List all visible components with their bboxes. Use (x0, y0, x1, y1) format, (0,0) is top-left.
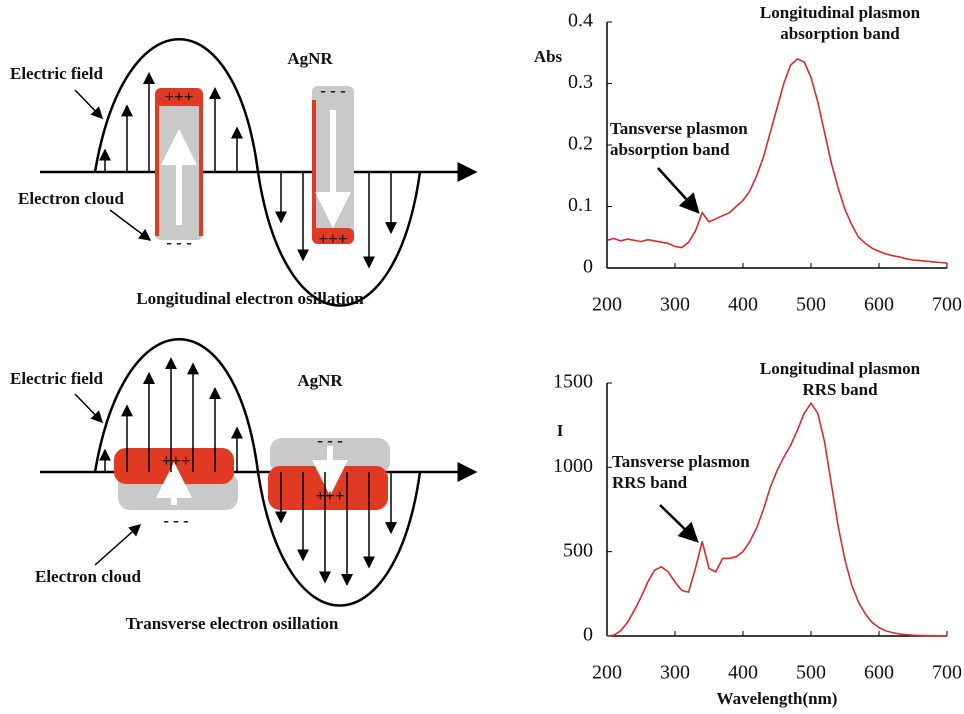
x-tick-label: 300 (660, 294, 690, 316)
charge-label: - - - (166, 233, 192, 252)
rod-edge (199, 96, 203, 236)
rod-edge (312, 100, 316, 240)
y-tick-label: 500 (563, 539, 593, 561)
longitudinal-diagram: +++ - - - - - - +++ Electric field AgNR … (10, 39, 475, 308)
y-tick-label: 0.3 (568, 71, 593, 93)
x-tick-label: 300 (660, 662, 690, 684)
rod-edge (155, 96, 159, 236)
annotation: Longitudinal plasmon (760, 3, 921, 22)
spectrum-line (607, 403, 947, 636)
field-label: Electric field (10, 64, 104, 83)
charge-label: +++ (318, 229, 347, 248)
cloud-label: Electron cloud (18, 189, 124, 208)
x-tick-label: 700 (932, 294, 962, 316)
cloud-label: Electron cloud (35, 567, 141, 586)
charge-label: +++ (164, 87, 193, 106)
charge-label: - - - (320, 81, 346, 100)
transverse-diagram: +++ - - - - - - +++ Electric field AgNR … (10, 339, 475, 633)
field-label: Electric field (10, 369, 104, 388)
spectrum-line (607, 59, 947, 263)
annotation: absorption band (780, 24, 900, 43)
y-tick-label: 1000 (553, 455, 593, 477)
annotation: absorption band (610, 140, 730, 159)
x-tick-label: 500 (796, 662, 826, 684)
annotation-arrow (660, 505, 697, 541)
y-axis-label: I (557, 421, 564, 440)
x-tick-label: 600 (864, 662, 894, 684)
charge-label: - - - (163, 511, 189, 530)
annotation-arrow (658, 168, 698, 212)
y-tick-label: 1500 (553, 371, 593, 393)
y-tick-label: 0 (583, 256, 593, 278)
charge-label: +++ (315, 486, 344, 505)
rod-label: AgNR (297, 371, 343, 390)
y-tick-label: 0.4 (568, 10, 593, 32)
annotation: RRS band (612, 473, 688, 492)
x-tick-label: 400 (728, 294, 758, 316)
x-tick-label: 200 (592, 662, 622, 684)
x-tick-label: 200 (592, 294, 622, 316)
pointer (75, 394, 102, 422)
y-axis-label: Abs (534, 47, 563, 66)
rod-label: AgNR (287, 49, 333, 68)
pointer (75, 90, 102, 118)
caption: Longitudinal electron osillation (136, 289, 364, 308)
annotation: Tansverse plasmon (610, 119, 748, 138)
x-axis-label: Wavelength(nm) (717, 689, 838, 708)
caption: Transverse electron osillation (126, 614, 339, 633)
pointer (95, 525, 140, 565)
x-tick-label: 400 (728, 662, 758, 684)
x-tick-label: 600 (864, 294, 894, 316)
y-tick-label: 0.2 (568, 133, 593, 155)
annotation: Longitudinal plasmon (760, 359, 921, 378)
annotation: Tansverse plasmon (612, 452, 750, 471)
y-tick-label: 0.1 (568, 194, 593, 216)
x-tick-label: 500 (796, 294, 826, 316)
pointer (110, 210, 150, 240)
y-tick-label: 0 (583, 624, 593, 646)
charge-label: - - - (317, 431, 343, 450)
x-tick-label: 700 (932, 662, 962, 684)
figure: +++ - - - - - - +++ Electric field AgNR … (0, 0, 964, 714)
annotation: RRS band (802, 380, 878, 399)
charge-label: +++ (161, 451, 190, 470)
